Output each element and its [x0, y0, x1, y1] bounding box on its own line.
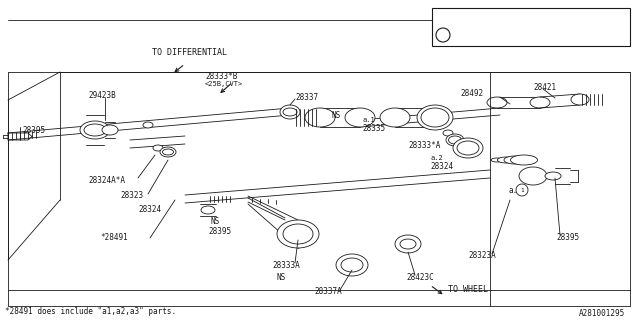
Ellipse shape	[305, 108, 335, 127]
Text: 28421: 28421	[533, 83, 556, 92]
Ellipse shape	[163, 149, 173, 155]
Text: NS: NS	[210, 217, 220, 226]
Ellipse shape	[504, 156, 526, 164]
Ellipse shape	[80, 121, 110, 139]
Text: 28324: 28324	[138, 205, 161, 214]
Ellipse shape	[341, 258, 363, 272]
Ellipse shape	[143, 122, 153, 128]
Text: 28324A*B: 28324A*B	[457, 12, 494, 21]
Polygon shape	[8, 133, 32, 140]
Ellipse shape	[443, 130, 453, 136]
Ellipse shape	[84, 124, 106, 136]
Text: NS: NS	[276, 273, 285, 282]
Ellipse shape	[283, 108, 297, 116]
Text: *28491: *28491	[100, 234, 128, 243]
Ellipse shape	[446, 134, 464, 146]
Text: 1: 1	[441, 32, 445, 38]
Text: NS: NS	[331, 110, 340, 119]
Ellipse shape	[519, 167, 547, 185]
Ellipse shape	[336, 254, 368, 276]
Text: TO WHEEL: TO WHEEL	[448, 285, 488, 294]
Ellipse shape	[400, 239, 416, 249]
Text: *28491 does include "a1,a2,a3" parts.: *28491 does include "a1,a2,a3" parts.	[5, 308, 176, 316]
Text: a.3: a.3	[508, 186, 522, 195]
Ellipse shape	[491, 158, 503, 162]
Ellipse shape	[380, 108, 410, 127]
Text: 28492: 28492	[460, 89, 483, 98]
Text: 25B,CVT: 25B,CVT	[535, 30, 568, 39]
Text: <25B,CVT>: <25B,CVT>	[205, 81, 243, 87]
Circle shape	[516, 184, 528, 196]
Text: 28333*A: 28333*A	[408, 140, 440, 149]
Text: 1: 1	[520, 188, 524, 193]
Text: 25B,6MT +20F: 25B,6MT +20F	[535, 12, 591, 21]
Text: 28337: 28337	[295, 92, 318, 101]
Text: A281001295: A281001295	[579, 309, 625, 318]
Text: 29423B: 29423B	[88, 91, 116, 100]
Text: TO DIFFERENTIAL: TO DIFFERENTIAL	[152, 47, 227, 57]
Ellipse shape	[395, 235, 421, 253]
Text: 28333A: 28333A	[272, 260, 300, 269]
Ellipse shape	[102, 125, 118, 135]
Ellipse shape	[457, 141, 479, 155]
Ellipse shape	[153, 145, 163, 151]
Ellipse shape	[201, 206, 215, 214]
Ellipse shape	[345, 108, 375, 127]
Ellipse shape	[449, 136, 461, 144]
Ellipse shape	[417, 105, 453, 130]
Ellipse shape	[545, 172, 561, 180]
Ellipse shape	[571, 94, 589, 105]
Text: 28324: 28324	[430, 162, 453, 171]
Text: 28423C: 28423C	[406, 274, 434, 283]
Text: 28323: 28323	[120, 191, 143, 201]
Ellipse shape	[453, 138, 483, 158]
Text: 28324A*A: 28324A*A	[88, 175, 125, 185]
Circle shape	[436, 28, 450, 42]
Text: 28395: 28395	[22, 125, 45, 134]
Ellipse shape	[511, 155, 538, 165]
Ellipse shape	[487, 97, 507, 108]
Text: 28324A*A: 28324A*A	[457, 30, 494, 39]
Ellipse shape	[280, 105, 300, 119]
Text: a.1: a.1	[362, 117, 375, 123]
Text: 28333*B: 28333*B	[205, 71, 237, 81]
Ellipse shape	[497, 157, 515, 163]
Text: 28395: 28395	[556, 233, 579, 242]
Ellipse shape	[283, 224, 313, 244]
Text: 28395: 28395	[208, 227, 231, 236]
Ellipse shape	[160, 147, 176, 157]
Text: 28335: 28335	[362, 124, 385, 132]
Text: a.2: a.2	[430, 155, 443, 161]
Ellipse shape	[530, 97, 550, 108]
Text: 28337A: 28337A	[314, 287, 342, 297]
Ellipse shape	[421, 108, 449, 127]
Bar	[432, 8, 630, 46]
Ellipse shape	[277, 220, 319, 248]
Text: 28323A: 28323A	[468, 252, 496, 260]
